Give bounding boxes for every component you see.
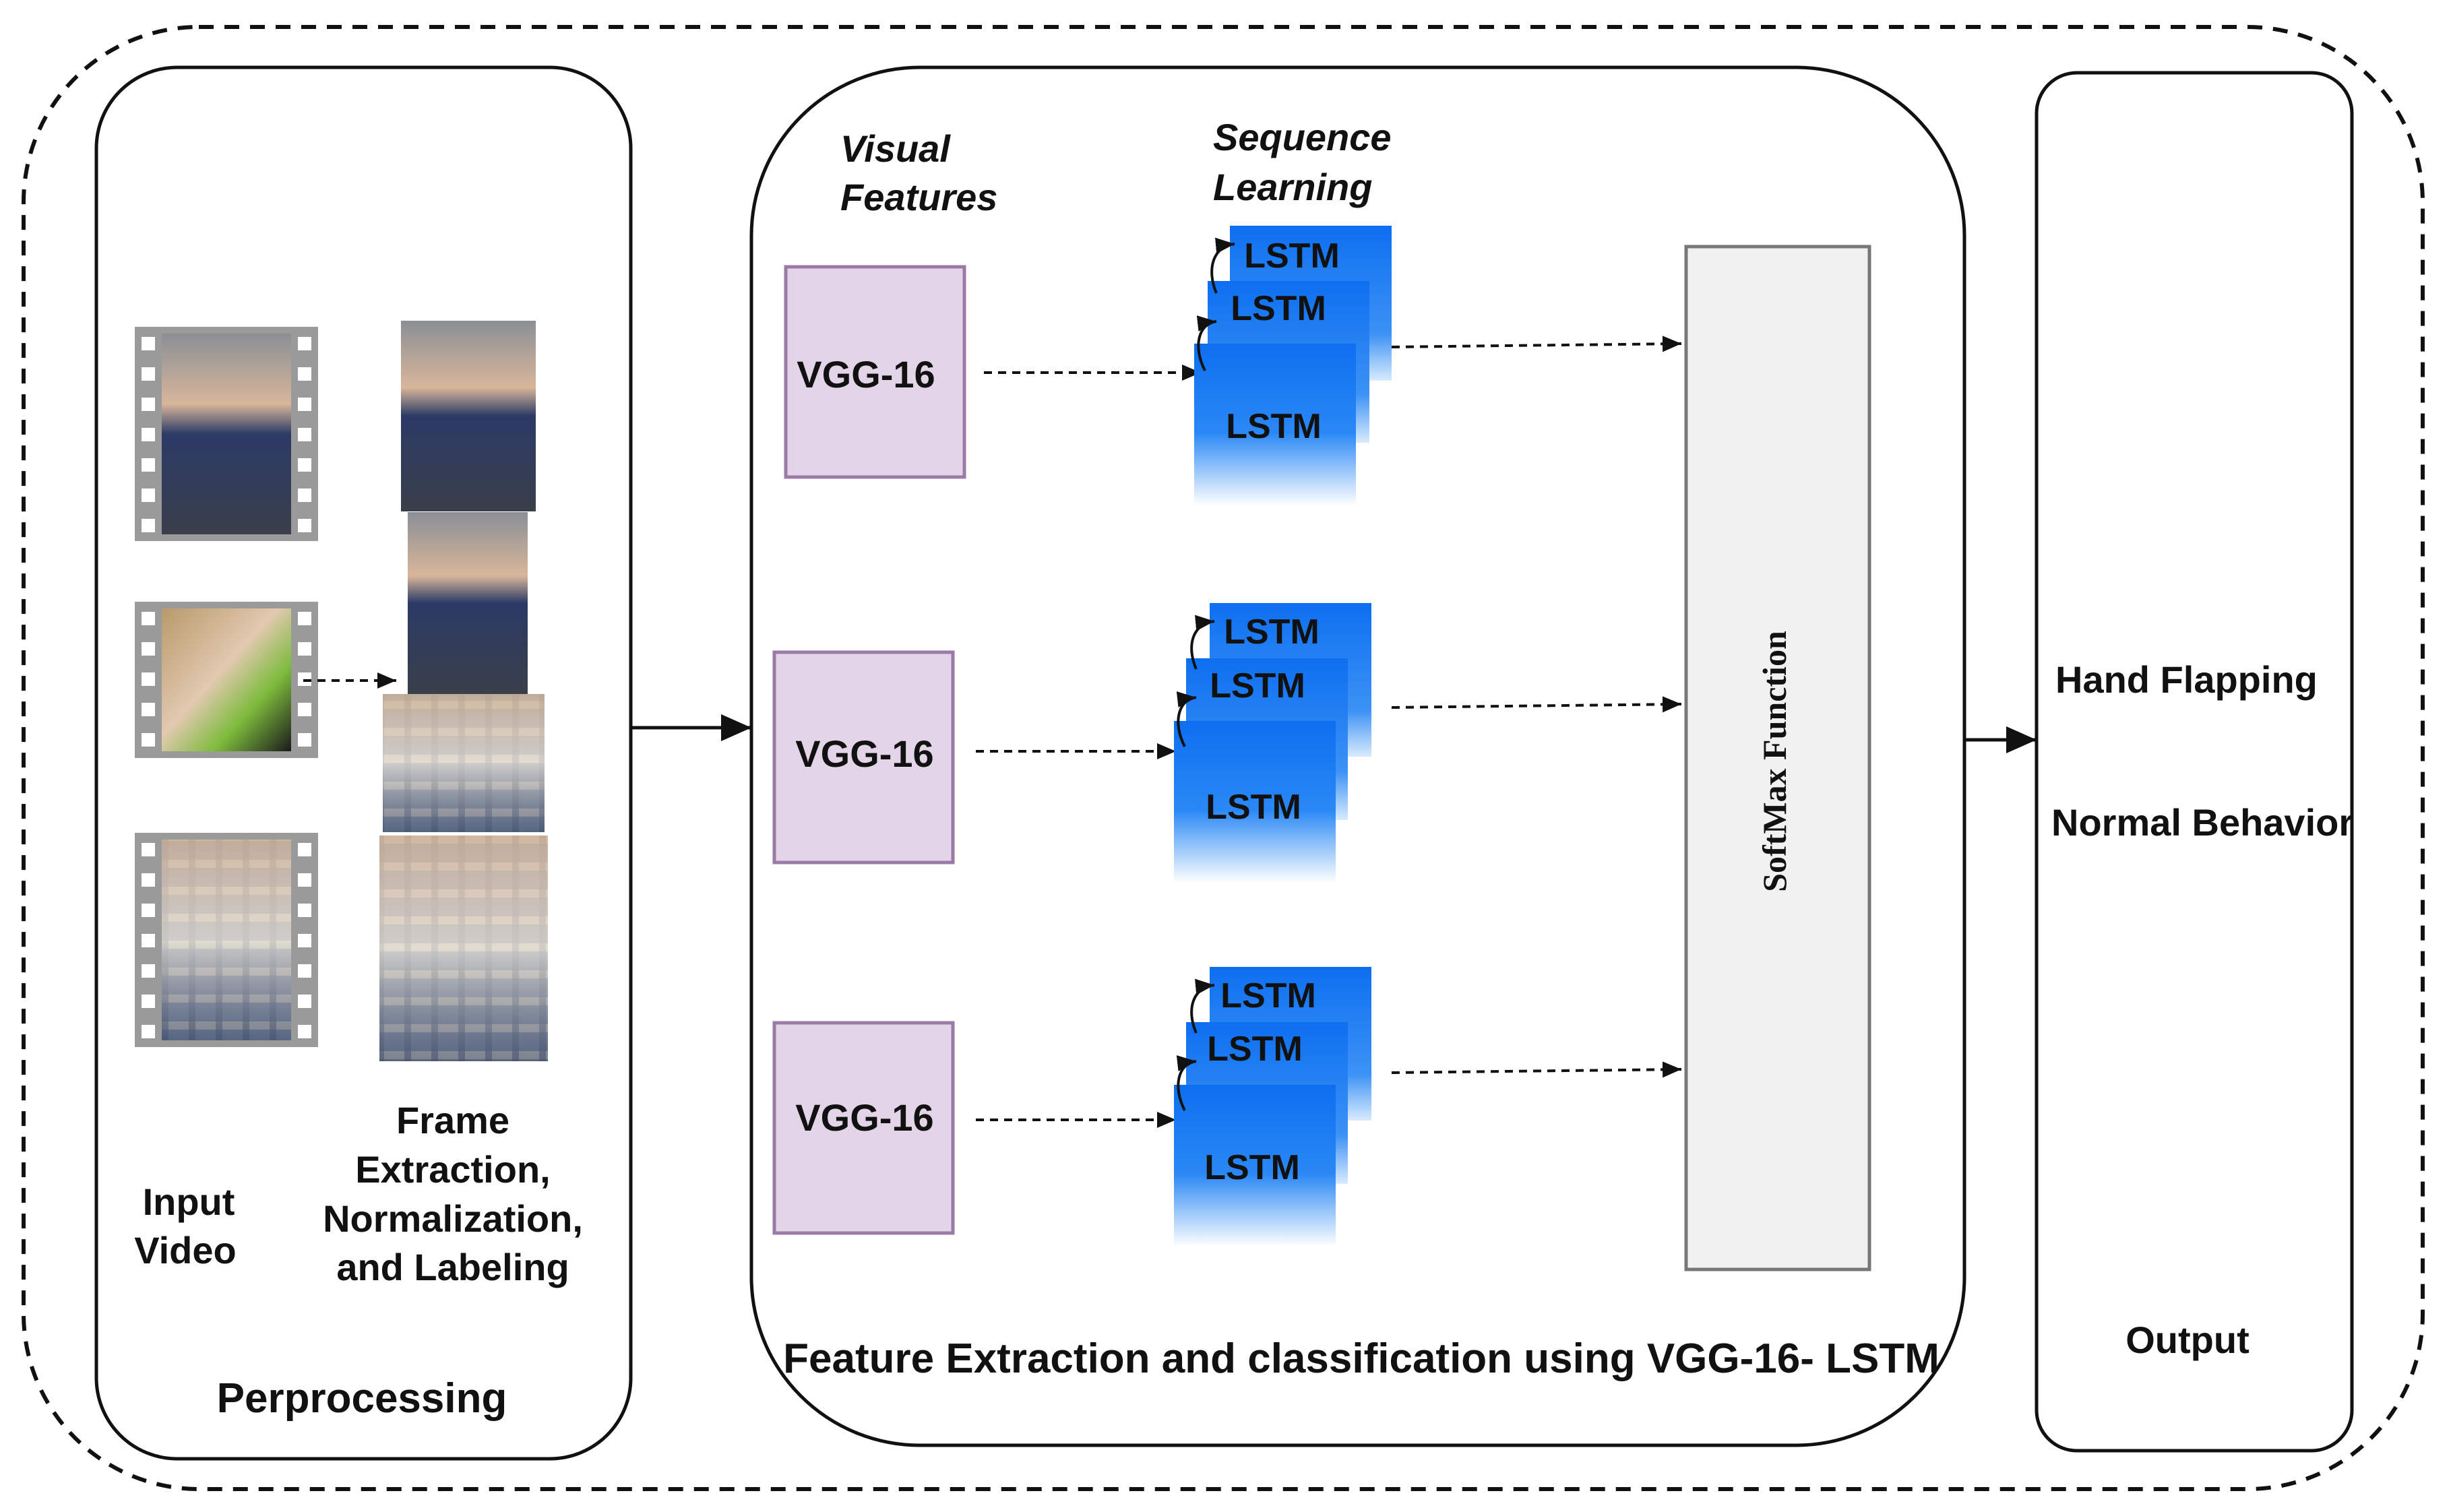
output-panel [2035, 71, 2354, 1453]
lstm-stack-1: LSTM LSTM LSTM [1194, 226, 1392, 505]
lstm-stack-3: LSTM LSTM LSTM [1174, 967, 1371, 1247]
input-video-label-line2: Video [134, 1229, 236, 1271]
sequence-learning-label-line2: Learning [1213, 166, 1372, 208]
frame-label-line3: Normalization, [323, 1197, 583, 1240]
softmax-box [1684, 245, 1871, 1271]
lstm-stack-2: LSTM LSTM LSTM [1174, 603, 1371, 883]
lstm-label: LSTM [1207, 1030, 1303, 1069]
visual-features-label-line2: Features [840, 176, 997, 218]
lstm-label: LSTM [1231, 289, 1326, 328]
film-strip-icon [135, 833, 318, 1047]
frame-label-line2: Extraction, [355, 1148, 550, 1191]
vgg-label: VGG-16 [797, 353, 935, 396]
lstm-label: LSTM [1220, 976, 1316, 1015]
video-frame-icon [379, 321, 548, 1061]
vgg-block-1: VGG-16 [784, 265, 966, 479]
vgg-label: VGG-16 [795, 732, 933, 775]
lstm-to-softmax-arrow [1391, 1061, 1682, 1078]
lstm-label: LSTM [1204, 1148, 1300, 1187]
lstm-label: LSTM [1226, 407, 1322, 446]
preprocessing-title: Perprocessing [217, 1375, 507, 1422]
lstm-to-softmax-arrow [1391, 336, 1682, 352]
output-class-normal-behavior: Normal Behavior [2051, 801, 2353, 844]
vgg-block-3: VGG-16 [772, 1021, 955, 1235]
recurrent-arrow [1210, 237, 1235, 294]
lstm-label: LSTM [1210, 666, 1305, 705]
lstm-to-softmax-arrow [1391, 696, 1682, 713]
outer-dashed-container [22, 25, 2425, 1491]
recurrent-arrow [1190, 615, 1215, 670]
film-strip-icon [135, 327, 318, 541]
recurrent-arrow [1176, 1055, 1197, 1111]
softmax-label: SoftMax Function [1756, 631, 1793, 892]
input-video-label-line1: Input [143, 1180, 235, 1223]
output-class-hand-flapping: Hand Flapping [2055, 658, 2318, 701]
lstm-label: LSTM [1224, 612, 1320, 652]
vgg-block-2: VGG-16 [772, 650, 955, 864]
frame-label-line1: Frame [396, 1099, 509, 1141]
lstm-label: LSTM [1244, 237, 1340, 276]
frame-label-line4: and Labeling [336, 1246, 569, 1288]
sequence-learning-label-line1: Sequence [1213, 116, 1392, 158]
feature-extraction-title: Feature Extraction and classification us… [783, 1335, 1940, 1382]
recurrent-arrow [1196, 315, 1217, 371]
visual-features-label-line1: Visual [840, 127, 951, 170]
output-title: Output [2126, 1319, 2249, 1361]
lstm-label: LSTM [1206, 788, 1301, 827]
film-strip-icon [135, 602, 318, 758]
recurrent-arrow [1190, 978, 1215, 1034]
recurrent-arrow [1176, 691, 1197, 747]
vgg-label: VGG-16 [795, 1096, 933, 1139]
